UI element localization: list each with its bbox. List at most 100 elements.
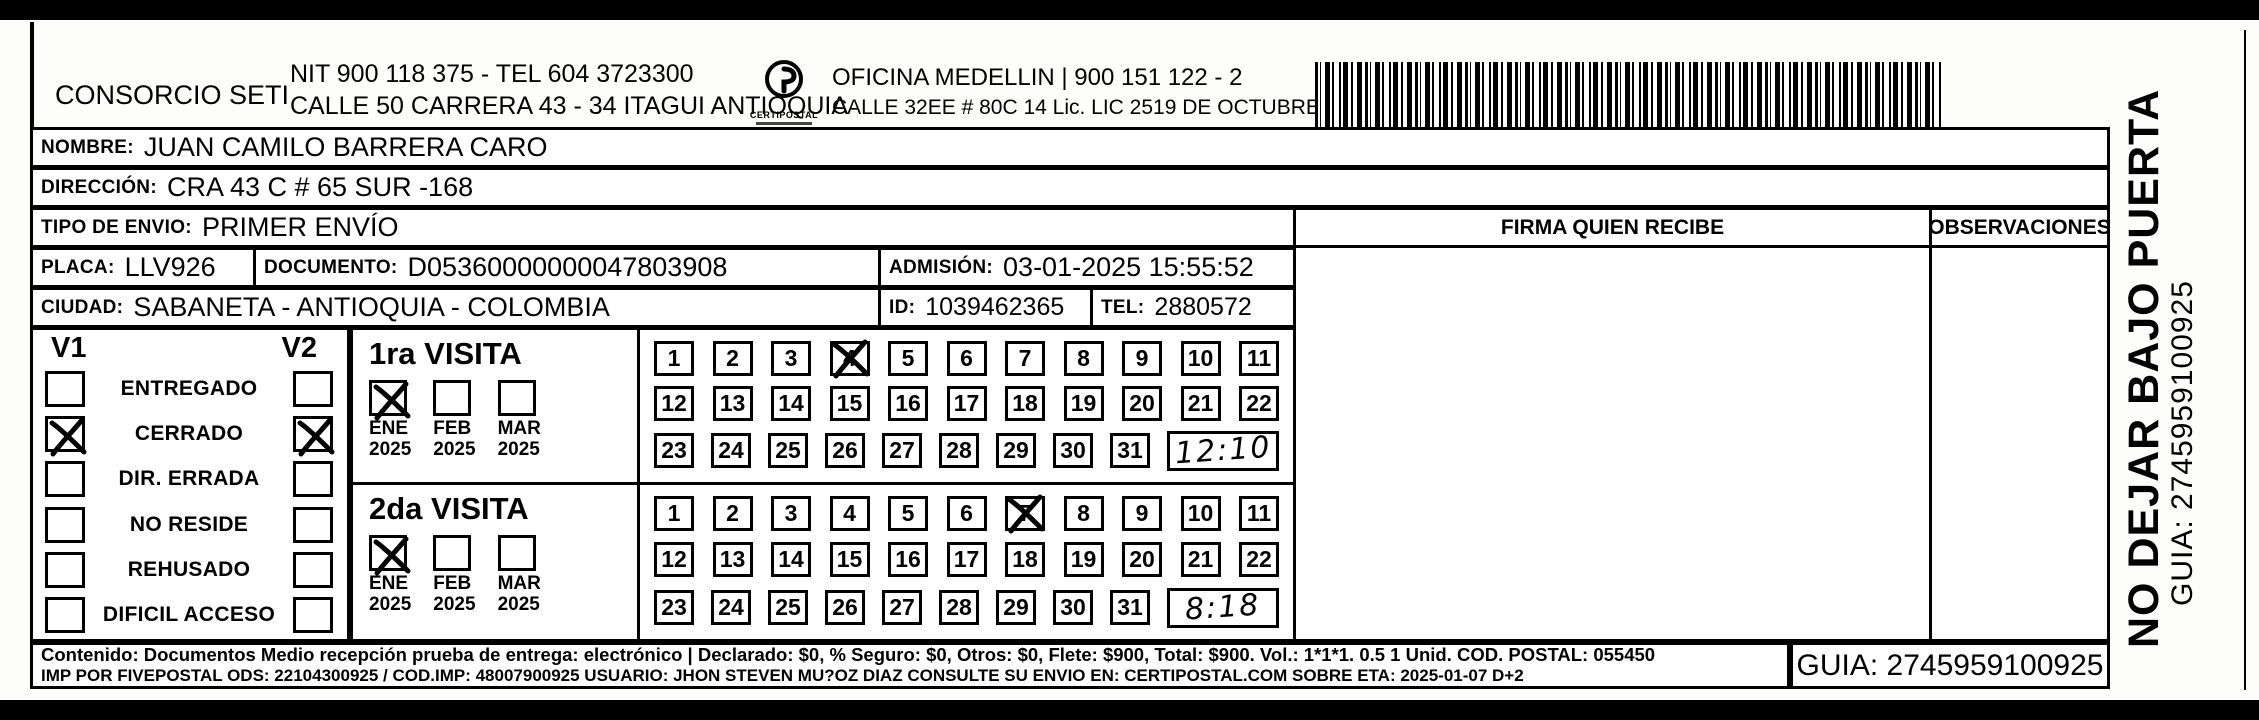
day-cell-27: 27	[882, 433, 922, 469]
id-label: ID:	[889, 296, 916, 318]
company-contact-block: NIT 900 118 375 - TEL 604 3723300 CALLE …	[290, 58, 848, 122]
v2-checkbox-rehusado	[293, 551, 333, 588]
placa-cell: PLACA: LLV926	[30, 247, 256, 288]
footer-line1: Contenido: Documentos Medio recepción pr…	[41, 643, 1656, 665]
month-label: MAR	[497, 572, 541, 594]
day-cell-3: 3	[771, 495, 811, 531]
footer-line2: IMP POR FIVEPOSTAL ODS: 22104300925 / CO…	[41, 666, 1524, 686]
visit-panel-1: 1ra VISITA ENE 2025 FEB 2025 MAR 2025	[353, 330, 640, 482]
visit-title: 1ra VISITA	[369, 336, 522, 371]
id-cell: ID: 1039462365	[878, 287, 1093, 328]
status-label: DIFICIL ACCESO	[102, 603, 276, 627]
office-address: CALLE 32EE # 80C 14 Lic. LIC 2519 DE OCT…	[832, 96, 1437, 119]
day-cell-8: 8	[1063, 495, 1104, 531]
direccion-row: DIRECCIÓN: CRA 43 C # 65 SUR -168	[30, 167, 2110, 208]
day-cell-22: 22	[1239, 541, 1279, 577]
month-mar: MAR 2025	[497, 380, 541, 460]
day-cell-12: 12	[654, 385, 694, 421]
company-name: CONSORCIO SETI	[55, 80, 290, 110]
visit-title: 2da VISITA	[369, 490, 529, 526]
v2-checkbox-no-reside	[293, 506, 333, 543]
day-cell-19: 19	[1063, 385, 1104, 421]
day-cell-2: 2	[712, 340, 753, 376]
day-grid-row: 12 13 14 15 16 17 18 19 20 21 22	[654, 541, 1279, 577]
v1-checkbox-dir-errada	[45, 461, 85, 498]
day-cell-28: 28	[939, 590, 979, 626]
tipo-envio-label: TIPO DE ENVIO:	[41, 216, 192, 238]
status-row: DIFICIL ACCESO	[33, 597, 347, 634]
month-checkbox-feb	[433, 534, 472, 571]
certipostal-logo-mark-icon	[765, 60, 803, 98]
v1-checkbox-rehusado	[45, 551, 85, 588]
visit-time-handwritten: 12:10	[1173, 429, 1273, 472]
status-list: ENTREGADO CERRADO DIR. ERRADA NO RESIDE REHU…	[33, 366, 347, 638]
observaciones-header: OBSERVACIONES	[1929, 207, 2110, 248]
status-label: CERRADO	[134, 421, 244, 445]
day-cell-21: 21	[1180, 385, 1221, 421]
day-cell-14: 14	[771, 385, 811, 421]
day-cell-18: 18	[1005, 385, 1045, 421]
visit-column-headers: V1 V2	[33, 330, 347, 366]
month-label: FEB	[433, 572, 472, 594]
day-cell-15: 15	[829, 385, 870, 421]
day-cell-11: 11	[1239, 495, 1279, 531]
day-cell-18: 18	[1005, 541, 1045, 577]
documento-value: D05360000000047803908	[407, 252, 728, 282]
direccion-value: CRA 43 C # 65 SUR -168	[166, 172, 474, 202]
scan-bottom-bar	[0, 700, 2259, 720]
day-cell-17: 17	[946, 385, 987, 421]
day-cell-9: 9	[1122, 340, 1162, 376]
day-cell-29: 29	[996, 590, 1036, 626]
scan-top-bar	[0, 0, 2259, 20]
day-cell-23: 23	[654, 433, 694, 469]
v2-checkbox-cerrado	[293, 415, 335, 457]
day-cell-15: 15	[829, 541, 870, 577]
month-label: ENE	[369, 418, 409, 439]
day-cell-30: 30	[1053, 433, 1093, 469]
day-cell-17: 17	[946, 541, 987, 577]
day-cell-24: 24	[711, 433, 751, 469]
day-cell-21: 21	[1180, 541, 1221, 577]
footer-info: Contenido: Documentos Medio recepción pr…	[30, 642, 1790, 689]
day-cell-4: 4	[829, 495, 870, 531]
day-cell-10: 10	[1180, 340, 1221, 376]
month-label: MAR	[497, 418, 541, 439]
day-cell-28: 28	[939, 433, 979, 469]
visit-block-1: 1ra VISITA ENE 2025 FEB 2025 MAR 2025 1 2 3 4 5 6 7 8 9…	[353, 330, 1293, 485]
day-cell-4: 4	[829, 339, 870, 379]
scan-right-edge	[2244, 30, 2246, 690]
placa-label: PLACA:	[41, 256, 115, 278]
office-block: OFICINA MEDELLIN | 900 151 122 - 2 CALLE…	[832, 62, 1437, 122]
documento-label: DOCUMENTO:	[264, 256, 398, 278]
documento-cell: DOCUMENTO: D05360000000047803908	[253, 247, 881, 288]
day-cell-2: 2	[712, 495, 753, 531]
visit-time-box: 8:18	[1167, 587, 1279, 628]
day-cell-10: 10	[1180, 495, 1221, 531]
side-guia-text: GUIA: 2745959100925	[2166, 280, 2199, 606]
day-cell-9: 9	[1122, 495, 1162, 531]
side-warning-text: NO DEJAR BAJO PUERTA	[2120, 88, 2168, 648]
month-year: 2025	[497, 593, 540, 615]
month-year: 2025	[369, 593, 412, 615]
day-cell-1: 1	[654, 340, 694, 376]
placa-value: LLV926	[124, 252, 216, 282]
month-year: 2025	[433, 439, 476, 460]
month-mar: MAR 2025	[497, 534, 541, 615]
id-value: 1039462365	[925, 293, 1065, 321]
day-cell-29: 29	[996, 433, 1036, 469]
day-cell-11: 11	[1239, 340, 1279, 376]
status-row: NO RESIDE	[33, 506, 347, 543]
tel-label: TEL:	[1101, 296, 1145, 318]
day-cell-26: 26	[825, 433, 865, 469]
status-label: NO RESIDE	[129, 512, 249, 536]
day-cell-13: 13	[712, 541, 753, 577]
day-cell-8: 8	[1063, 340, 1104, 376]
v2-checkbox-entregado	[293, 370, 333, 407]
month-checkbox-mar	[497, 380, 536, 416]
day-cell-25: 25	[768, 433, 808, 469]
day-cell-6: 6	[946, 495, 987, 531]
company-address-line: CALLE 50 CARRERA 43 - 34 ITAGUI ANTIOQUI…	[290, 92, 849, 120]
day-cell-20: 20	[1122, 541, 1162, 577]
direccion-label: DIRECCIÓN:	[41, 176, 157, 198]
nombre-value: JUAN CAMILO BARRERA CARO	[143, 132, 548, 162]
